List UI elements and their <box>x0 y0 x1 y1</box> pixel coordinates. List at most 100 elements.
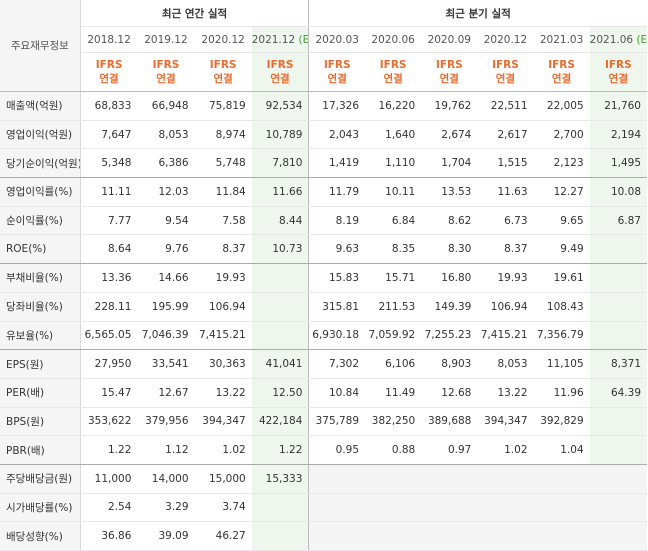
row-label: BPS(원) <box>0 407 81 437</box>
table-cell <box>589 407 647 437</box>
table-cell <box>251 263 310 293</box>
table-cell: 75,819 <box>194 91 252 121</box>
table-cell: 6.84 <box>365 206 422 236</box>
ifrs-label: IFRS <box>492 59 519 71</box>
table-cell: 8,053 <box>137 120 195 150</box>
row-label: 부채비율(%) <box>0 263 81 293</box>
table-cell: 2,700 <box>533 120 590 150</box>
table-cell: 15.47 <box>80 378 138 408</box>
table-cell: 2.54 <box>80 493 138 523</box>
consolidated-label: 연결 <box>495 73 516 85</box>
table-cell: 7,415.21 <box>477 321 534 351</box>
table-cell: 10.84 <box>308 378 366 408</box>
table-cell: 16.80 <box>421 263 478 293</box>
table-cell: 2,674 <box>421 120 478 150</box>
table-cell: 9.54 <box>137 206 195 236</box>
table-cell: 6.73 <box>477 206 534 236</box>
table-cell: 1,419 <box>308 148 366 179</box>
table-row: 유보율(%) 6,565.05 7,046.39 7,415.21 6,930.18 7,… <box>0 321 647 351</box>
table-cell: 2,617 <box>477 120 534 150</box>
table-cell <box>477 521 534 551</box>
table-cell: 11.96 <box>533 378 590 408</box>
table-cell: 422,184 <box>251 407 310 437</box>
table-row: 부채비율(%) 13.36 14.66 19.93 15.83 15.71 16.80 19.… <box>0 263 647 293</box>
ifrs-label: IFRS <box>209 59 237 71</box>
row-label: 당좌비율(%) <box>0 292 81 322</box>
table-cell <box>589 263 647 293</box>
table-row: 매출액(억원) 68,833 66,948 75,819 92,534 17,326 16,… <box>0 91 647 121</box>
table-cell: 228.11 <box>80 292 138 322</box>
table-cell <box>251 321 310 351</box>
table-cell: 394,347 <box>194 407 252 437</box>
table-cell: 9.49 <box>533 234 590 265</box>
table-cell: 6,106 <box>365 349 422 379</box>
table-cell <box>251 493 310 523</box>
table-cell <box>589 464 647 494</box>
row-label: 시가배당률(%) <box>0 493 81 523</box>
table-cell: 19.93 <box>477 263 534 293</box>
row-label-header: 주요재무정보 <box>0 0 81 92</box>
table-cell: 15.83 <box>308 263 366 293</box>
table-cell: 106.94 <box>194 292 252 322</box>
ifrs-label: IFRS <box>266 59 294 71</box>
date-header: 2020.12 <box>194 26 252 53</box>
table-row: PER(배) 15.47 12.67 13.22 12.50 10.84 11.49 12.6… <box>0 378 647 408</box>
table-cell: 211.53 <box>365 292 422 322</box>
ifrs-label: IFRS <box>604 59 632 71</box>
table-cell: 1,704 <box>421 148 478 179</box>
table-cell <box>533 521 590 551</box>
ifrs-badge: IFRS 연결 <box>137 52 195 92</box>
table-cell: 1.12 <box>137 435 195 465</box>
table-cell: 8.35 <box>365 234 422 265</box>
table-cell: 11.63 <box>477 177 534 207</box>
table-cell: 8.64 <box>80 234 138 265</box>
table-cell: 9.63 <box>308 234 366 265</box>
ifrs-label: IFRS <box>379 59 407 71</box>
table-cell: 108.43 <box>533 292 590 322</box>
table-cell: 8.44 <box>251 206 310 236</box>
table-cell: 11,000 <box>80 464 138 494</box>
date-text: 2021.06 <box>589 33 634 46</box>
ifrs-badge: IFRS 연결 <box>308 52 366 92</box>
table-row: 주당배당금(원) 11,000 14,000 15,000 15,333 <box>0 464 647 494</box>
table-cell <box>589 321 647 351</box>
table-cell: 7,810 <box>251 148 310 179</box>
table-cell: 12.67 <box>137 378 195 408</box>
table-cell: 1,640 <box>365 120 422 150</box>
table-cell: 1.02 <box>194 435 252 465</box>
table-cell: 9.65 <box>533 206 590 236</box>
table-cell <box>533 493 590 523</box>
table-cell: 106.94 <box>477 292 534 322</box>
table-cell: 13.22 <box>194 378 252 408</box>
table-cell: 8,371 <box>589 349 647 379</box>
table-cell: 2,194 <box>589 120 647 150</box>
table-cell: 8.37 <box>477 234 534 265</box>
table-cell: 10.11 <box>365 177 422 207</box>
table-cell <box>589 435 647 465</box>
table-cell <box>421 464 478 494</box>
ifrs-badge: IFRS 연결 <box>365 52 422 92</box>
table-cell <box>421 521 478 551</box>
table-cell: 66,948 <box>137 91 195 121</box>
consolidated-label: 연결 <box>213 73 233 85</box>
table-cell: 10.73 <box>251 234 310 265</box>
table-cell <box>477 464 534 494</box>
row-label: 순이익률(%) <box>0 206 81 236</box>
table-cell: 1,495 <box>589 148 647 179</box>
table-cell <box>365 464 422 494</box>
table-row: 시가배당률(%) 2.54 3.29 3.74 <box>0 493 647 523</box>
table-cell: 19.61 <box>533 263 590 293</box>
table-cell: 22,005 <box>533 91 590 121</box>
row-label: PER(배) <box>0 378 81 408</box>
table-cell: 6,930.18 <box>308 321 366 351</box>
table-cell: 5,748 <box>194 148 252 179</box>
ifrs-label: IFRS <box>435 59 463 71</box>
table-cell: 46.27 <box>194 521 252 551</box>
table-cell: 6.87 <box>589 206 647 236</box>
table-row: PBR(배) 1.22 1.12 1.02 1.22 0.95 0.88 0.97 1.02 1.… <box>0 435 647 465</box>
table-cell: 92,534 <box>251 91 310 121</box>
table-cell <box>589 493 647 523</box>
table-cell: 15,333 <box>251 464 310 494</box>
consolidated-label: 연결 <box>270 73 290 85</box>
